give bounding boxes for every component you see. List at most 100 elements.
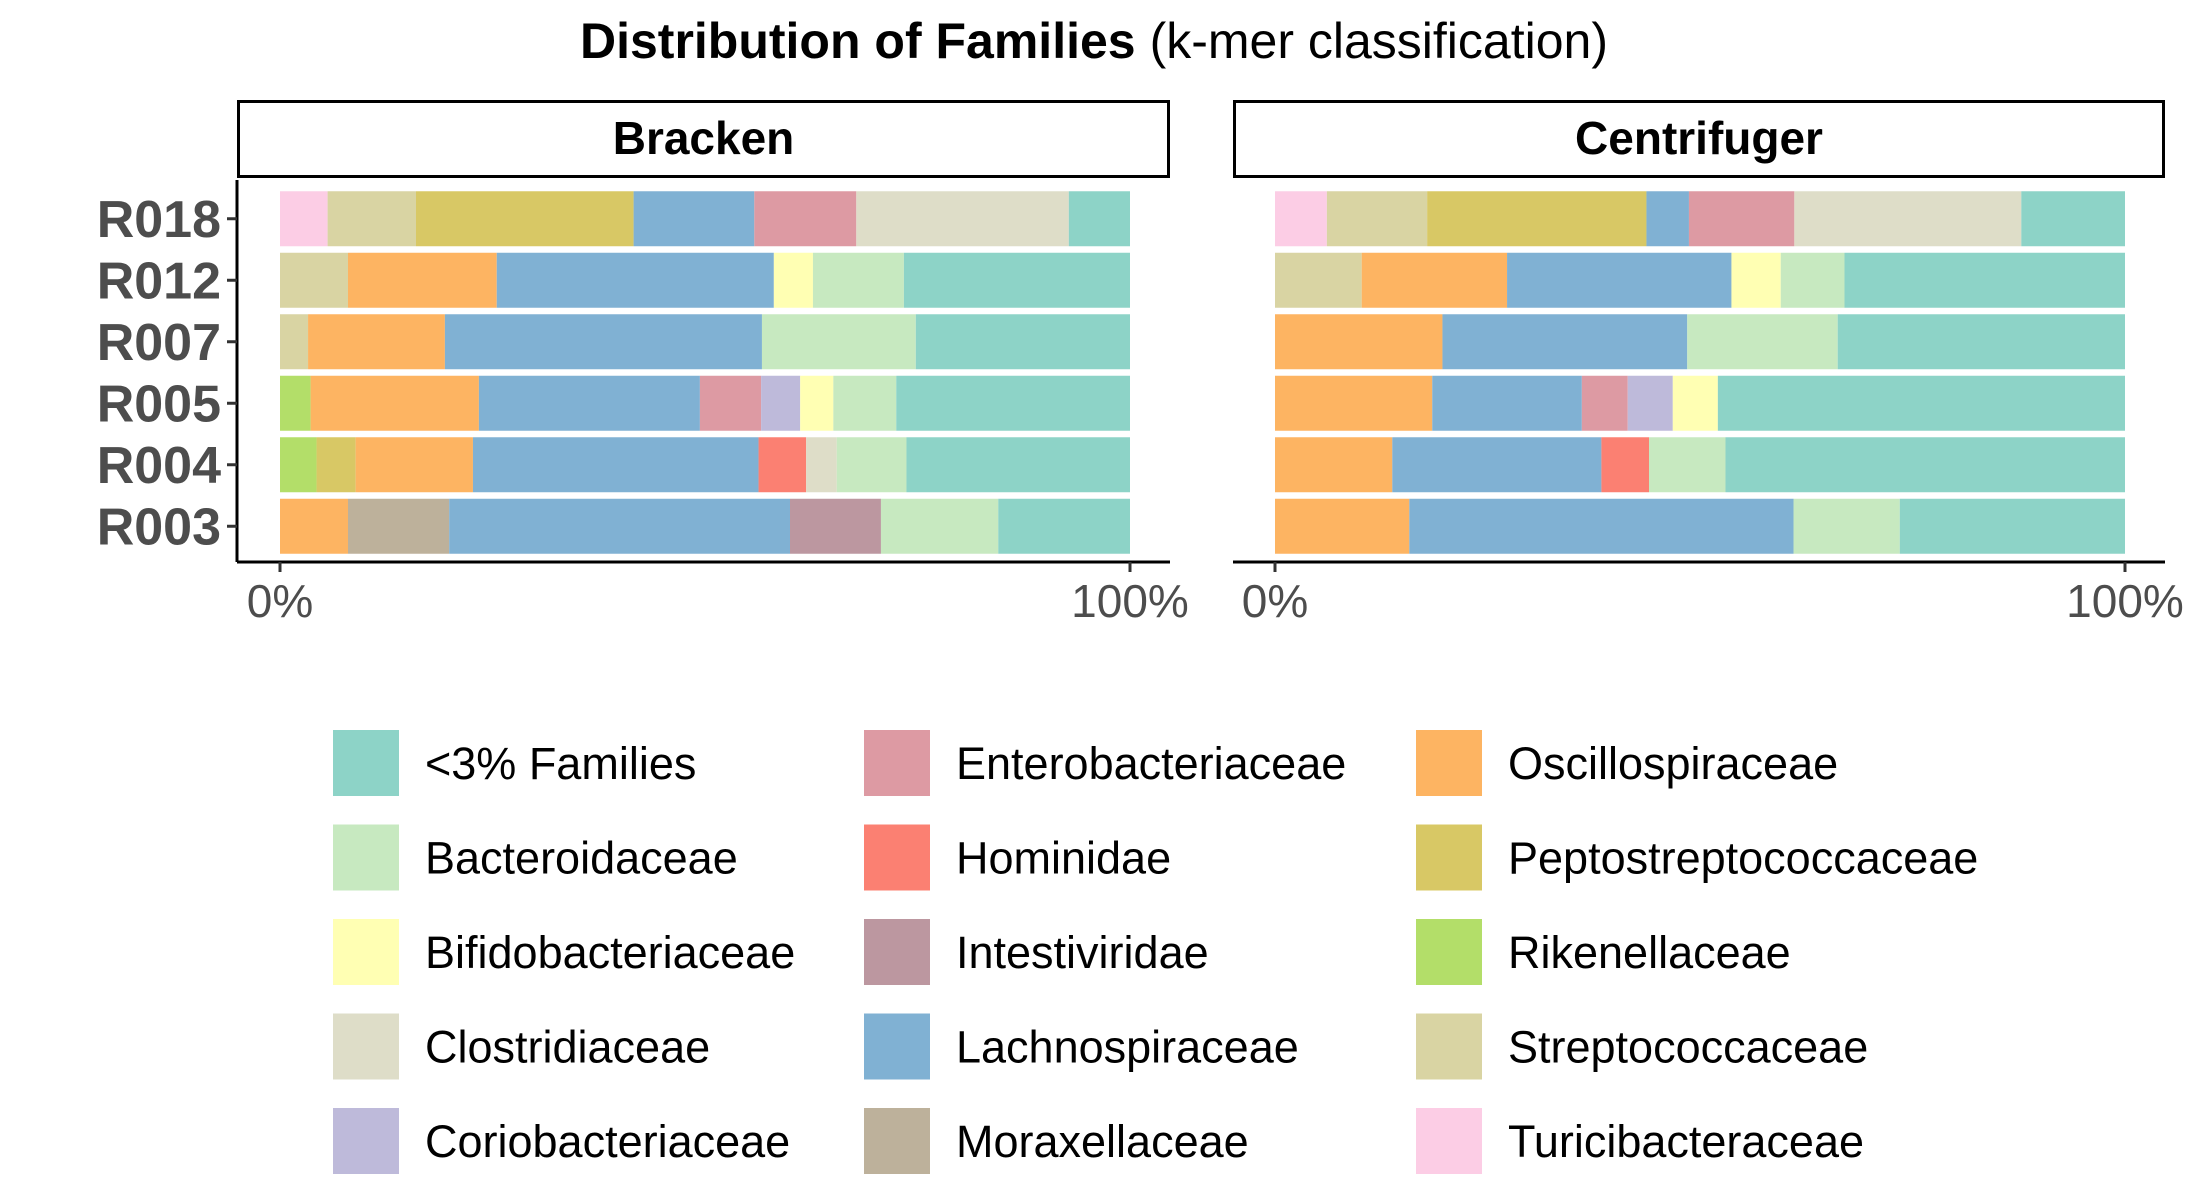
bar-segment-r018-streptococcaceae xyxy=(327,191,416,247)
bar-segment-r018-peptostreptococcaceae xyxy=(416,191,634,247)
bar-segment-r018-streptococcaceae xyxy=(1326,191,1428,247)
facet-strip xyxy=(1233,100,2165,178)
legend-key xyxy=(1416,1013,1482,1080)
y-tick-label-r012: R012 xyxy=(97,252,221,310)
bar-segment-r004-bacteroidaceae xyxy=(1649,437,1726,493)
legend-item-lachnospiraceae: Lachnospiraceae xyxy=(864,1013,1299,1080)
bar-segment-r004-clostridiaceae xyxy=(806,437,837,493)
legend-key xyxy=(333,1108,399,1174)
bar-segment-r004-3-families xyxy=(1725,437,2125,493)
bar-segment-r018-lachnospiraceae xyxy=(1646,191,1689,247)
bar-segment-r018-3-families xyxy=(2021,191,2125,247)
legend-key xyxy=(1416,1108,1482,1174)
bar-segment-r007-3-families xyxy=(915,314,1130,370)
facet-strip-label: Bracken xyxy=(613,112,795,164)
bar-segment-r005-3-families xyxy=(896,375,1130,431)
legend-key xyxy=(333,730,399,796)
bar-segment-r003-oscillospiraceae xyxy=(1275,498,1410,554)
bar-segment-r012-streptococcaceae xyxy=(1275,252,1362,308)
bar-segment-r004-peptostreptococcaceae xyxy=(316,437,356,493)
bar-segment-r004-lachnospiraceae xyxy=(472,437,759,493)
bar-segment-r005-bifidobacteriaceae xyxy=(1672,375,1718,431)
legend-label: Peptostreptococcaceae xyxy=(1508,833,1978,884)
legend-item-hominidae: Hominidae xyxy=(864,824,1171,891)
bar-segment-r003-3-families xyxy=(1899,498,2125,554)
legend-item-streptococcaceae: Streptococcaceae xyxy=(1416,1013,1868,1080)
legend-item-clostridiaceae: Clostridiaceae xyxy=(333,1013,710,1080)
legend-item-turicibacteraceae: Turicibacteraceae xyxy=(1416,1108,1864,1174)
bar-segment-r012-bifidobacteriaceae xyxy=(773,252,813,308)
legend-label: Streptococcaceae xyxy=(1508,1022,1868,1073)
bar-segment-r005-lachnospiraceae xyxy=(1432,375,1582,431)
x-tick-label: 0% xyxy=(247,575,313,627)
legend-key xyxy=(333,919,399,985)
legend-label: Coriobacteriaceae xyxy=(425,1116,790,1167)
bar-segment-r003-bacteroidaceae xyxy=(880,498,999,554)
y-tick-label-r004: R004 xyxy=(97,437,221,495)
bar-segment-r005-bifidobacteriaceae xyxy=(800,375,834,431)
bar-segment-r007-lachnospiraceae xyxy=(1442,314,1688,370)
bar-segment-r004-oscillospiraceae xyxy=(355,437,473,493)
bar-segment-r018-turicibacteraceae xyxy=(1275,191,1327,247)
bar-segment-r018-lachnospiraceae xyxy=(633,191,755,247)
bar-segment-r012-streptococcaceae xyxy=(280,252,348,308)
bar-segment-r003-lachnospiraceae xyxy=(1409,498,1794,554)
bar-segment-r005-enterobacteriaceae xyxy=(699,375,762,431)
bar-segment-r018-enterobacteriaceae xyxy=(754,191,857,247)
legend-item-bacteroidaceae: Bacteroidaceae xyxy=(333,824,738,891)
x-tick-label: 100% xyxy=(2066,575,2184,627)
legend-item-intestiviridae: Intestiviridae xyxy=(864,919,1209,985)
legend-item-peptostreptococcaceae: Peptostreptococcaceae xyxy=(1416,824,1978,891)
chart-title-main: Distribution of Families xyxy=(580,13,1136,69)
bar-segment-r005-oscillospiraceae xyxy=(1275,375,1433,431)
bar-segment-r012-bifidobacteriaceae xyxy=(1731,252,1781,308)
legend: <3% Families Bacteroidaceae Bifidobacteria… xyxy=(333,730,1978,1174)
legend-label: Bifidobacteriaceae xyxy=(425,927,795,978)
bar-segment-r012-3-families xyxy=(1844,252,2125,308)
legend-label: Turicibacteraceae xyxy=(1508,1116,1864,1167)
bar-segment-r018-clostridiaceae xyxy=(856,191,1069,247)
legend-label: Intestiviridae xyxy=(956,927,1209,978)
legend-key xyxy=(864,730,930,796)
bar-segment-r003-moraxellaceae xyxy=(348,498,450,554)
bar-segment-r007-oscillospiraceae xyxy=(308,314,445,370)
bar-segment-r004-hominidae xyxy=(1601,437,1649,493)
bar-segment-r003-lachnospiraceae xyxy=(449,498,790,554)
legend-label: Rikenellaceae xyxy=(1508,927,1791,978)
bar-segment-r012-bacteroidaceae xyxy=(1780,252,1845,308)
bar-segment-r007-bacteroidaceae xyxy=(1687,314,1838,370)
legend-item-3-families: <3% Families xyxy=(333,730,696,796)
bar-segment-r012-3-families xyxy=(903,252,1130,308)
bar-segment-r012-lachnospiraceae xyxy=(1507,252,1732,308)
legend-item-rikenellaceae: Rikenellaceae xyxy=(1416,919,1791,985)
legend-item-moraxellaceae: Moraxellaceae xyxy=(864,1108,1249,1174)
legend-label: Bacteroidaceae xyxy=(425,833,738,884)
bar-segment-r005-rikenellaceae xyxy=(280,375,311,431)
legend-key xyxy=(1416,730,1482,796)
bar-segment-r003-oscillospiraceae xyxy=(280,498,348,554)
bar-segment-r005-enterobacteriaceae xyxy=(1581,375,1628,431)
legend-key xyxy=(864,1108,930,1174)
bar-segment-r007-lachnospiraceae xyxy=(444,314,762,370)
legend-label: Lachnospiraceae xyxy=(956,1022,1299,1073)
bar-segment-r005-coriobacteriaceae xyxy=(761,375,801,431)
bar-segment-r018-turicibacteraceae xyxy=(280,191,328,247)
chart-subtitle: (k-mer classification) xyxy=(1150,13,1608,69)
panel-centrifuger: Centrifuger 0% 100% xyxy=(1233,100,2184,627)
bar-segment-r003-intestiviridae xyxy=(790,498,881,554)
bar-segment-r018-3-families xyxy=(1068,191,1130,247)
bar-segment-r007-streptococcaceae xyxy=(280,314,309,370)
bar-segment-r018-enterobacteriaceae xyxy=(1688,191,1795,247)
legend-key xyxy=(864,1013,930,1080)
legend-label: Oscillospiraceae xyxy=(1508,738,1838,789)
legend-label: Clostridiaceae xyxy=(425,1022,710,1073)
legend-item-enterobacteriaceae: Enterobacteriaceae xyxy=(864,730,1346,796)
facet-strip xyxy=(237,100,1170,178)
legend-label: Enterobacteriaceae xyxy=(956,738,1346,789)
bar-segment-r007-3-families xyxy=(1837,314,2125,370)
bar-segment-r005-oscillospiraceae xyxy=(310,375,479,431)
bar-segment-r012-lachnospiraceae xyxy=(496,252,774,308)
